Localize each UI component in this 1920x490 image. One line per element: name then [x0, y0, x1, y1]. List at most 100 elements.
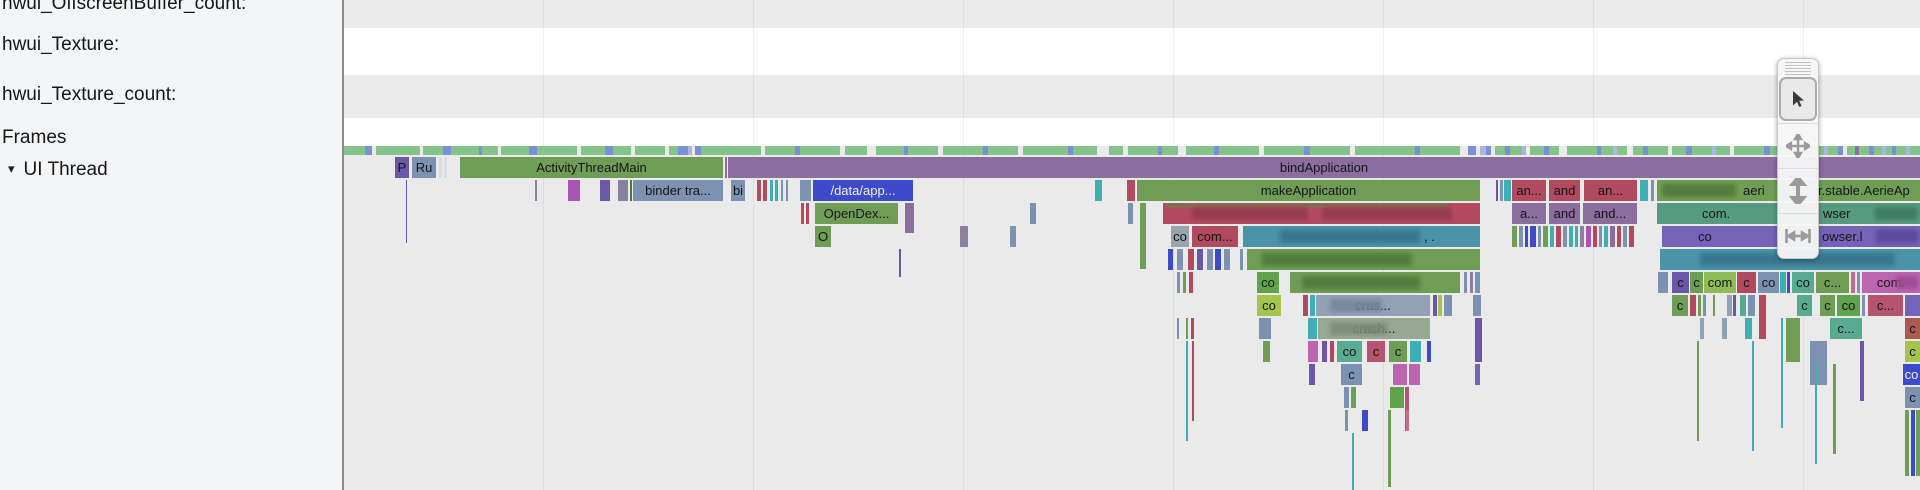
flame-span-and-[interactable]: and... [1583, 203, 1637, 224]
flame-span[interactable] [1390, 387, 1404, 408]
flame-span[interactable] [1700, 318, 1704, 339]
flame-span[interactable] [899, 249, 901, 277]
flame-span-c[interactable]: c [1690, 272, 1703, 293]
flame-span[interactable] [1475, 272, 1480, 293]
frame-slice[interactable] [365, 146, 372, 155]
frame-slice[interactable] [1633, 146, 1643, 155]
flame-span-c[interactable]: c [1672, 272, 1689, 293]
flame-span[interactable] [1860, 341, 1864, 401]
flame-span[interactable] [444, 157, 447, 178]
flame-span[interactable] [1128, 203, 1133, 224]
flame-span[interactable] [1259, 318, 1271, 339]
frame-slice[interactable] [678, 146, 688, 155]
flame-span[interactable] [1697, 341, 1699, 441]
flame-span[interactable] [1740, 295, 1746, 316]
flame-span[interactable] [1405, 387, 1409, 431]
flame-span[interactable] [1530, 226, 1536, 247]
frame-slice[interactable] [1415, 146, 1420, 155]
flame-span[interactable] [630, 180, 632, 201]
flame-span[interactable] [1786, 318, 1800, 362]
frame-slice[interactable] [613, 146, 631, 155]
flame-span[interactable] [1352, 433, 1354, 490]
flame-span[interactable] [1177, 272, 1180, 293]
flame-span-and[interactable]: and [1549, 203, 1580, 224]
flame-span-opendex-[interactable]: OpenDex... [815, 203, 898, 224]
flame-span-o[interactable]: O [815, 226, 831, 247]
flame-span[interactable] [1569, 226, 1573, 247]
frame-slice[interactable] [1068, 146, 1073, 155]
flame-span-c-[interactable]: c... [1868, 295, 1903, 316]
flame-span-c[interactable]: c [1905, 318, 1920, 339]
flame-span[interactable] [1580, 226, 1584, 247]
flame-span[interactable] [1556, 226, 1561, 247]
flame-span[interactable] [1303, 295, 1308, 316]
flame-span[interactable] [1475, 364, 1480, 385]
flame-span[interactable] [1713, 295, 1715, 316]
flame-span[interactable] [1690, 295, 1696, 316]
flame-span[interactable] [1703, 295, 1706, 316]
frame-slice[interactable] [904, 146, 908, 155]
flame-span[interactable] [1322, 341, 1327, 362]
frame-slice[interactable] [443, 146, 451, 155]
flame-span[interactable] [1752, 341, 1754, 451]
frame-slice[interactable] [1692, 146, 1712, 155]
frame-slice[interactable] [983, 146, 988, 155]
frame-slice[interactable] [1186, 146, 1214, 155]
frame-slice[interactable] [765, 146, 795, 155]
flame-span-co[interactable]: co [1903, 364, 1920, 385]
flame-span[interactable] [1745, 318, 1752, 339]
flame-span-an-[interactable]: an... [1584, 180, 1637, 201]
frame-slice[interactable] [943, 146, 983, 155]
frame-slice[interactable] [1686, 146, 1692, 155]
frame-slice[interactable] [1162, 146, 1178, 155]
flame-span[interactable] [1240, 249, 1243, 270]
flame-span[interactable] [1309, 364, 1315, 385]
flame-span[interactable] [1810, 341, 1827, 385]
flame-span[interactable] [1610, 226, 1615, 247]
flame-span[interactable] [1393, 364, 1407, 385]
frame-slice[interactable] [343, 146, 365, 155]
flame-span-c-[interactable]: c... [1816, 272, 1849, 293]
frame-slice[interactable] [845, 146, 867, 155]
flame-span[interactable] [757, 180, 761, 201]
flame-span[interactable] [1263, 341, 1270, 362]
frame-slice[interactable] [529, 146, 537, 155]
flame-span[interactable] [1787, 272, 1790, 293]
flame-span[interactable] [1593, 226, 1597, 247]
flame-span[interactable] [1504, 180, 1511, 201]
zoom-mode-button[interactable] [1778, 168, 1818, 213]
flame-span[interactable] [905, 203, 914, 233]
flame-span[interactable] [806, 203, 809, 224]
flame-span[interactable] [535, 180, 537, 201]
frame-slice[interactable] [1716, 146, 1730, 155]
frame-slice[interactable] [1522, 146, 1526, 155]
flame-span-c[interactable]: c [1905, 387, 1920, 408]
flame-span[interactable] [1464, 272, 1467, 293]
flame-span[interactable] [1127, 180, 1135, 201]
flame-span-c[interactable]: c [1367, 341, 1385, 362]
flame-span[interactable] [1095, 180, 1102, 201]
flame-span-a-[interactable]: a... [1512, 203, 1546, 224]
flame-span[interactable] [1344, 387, 1349, 408]
frame-slice[interactable] [1855, 146, 1859, 155]
frame-slice[interactable] [1486, 146, 1491, 155]
flame-span[interactable] [1851, 272, 1855, 293]
frame-slice[interactable] [1601, 146, 1613, 155]
flame-span-an-[interactable]: an... [1512, 180, 1546, 201]
frame-slice[interactable] [1214, 146, 1219, 155]
flame-span-bindapplication[interactable]: bindApplication [728, 157, 1920, 178]
flame-span-binder-tra-[interactable]: binder tra... [633, 180, 723, 201]
frame-slice[interactable] [908, 146, 938, 155]
frame-slice[interactable] [795, 146, 800, 155]
flame-span-c[interactable]: c [1341, 364, 1362, 385]
frame-slice[interactable] [376, 146, 420, 155]
flame-span-co[interactable]: co [1758, 272, 1779, 293]
frame-slice[interactable] [1567, 146, 1597, 155]
flame-span[interactable] [1197, 249, 1203, 270]
frame-slice[interactable] [1906, 146, 1910, 155]
frame-slice[interactable] [1859, 146, 1869, 155]
flame-span-activitythreadmain[interactable]: ActivityThreadMain [460, 157, 723, 178]
frame-slice[interactable] [1734, 146, 1764, 155]
flame-span-co[interactable]: co [1337, 341, 1362, 362]
frame-slice[interactable] [1828, 146, 1838, 155]
